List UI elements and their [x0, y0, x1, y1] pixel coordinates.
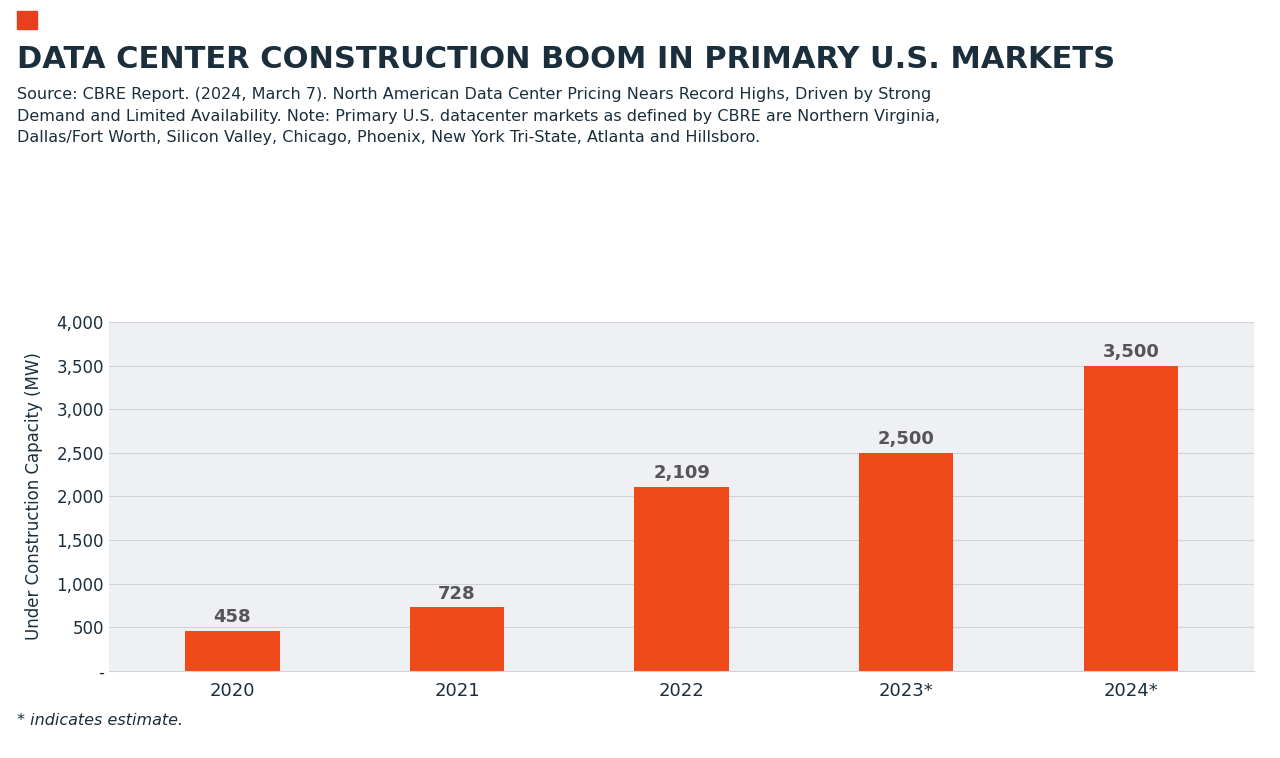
Bar: [1084, 366, 1178, 671]
Text: DATA CENTER CONSTRUCTION BOOM IN PRIMARY U.S. MARKETS: DATA CENTER CONSTRUCTION BOOM IN PRIMARY…: [17, 45, 1115, 74]
Text: 2,109: 2,109: [653, 464, 710, 482]
Y-axis label: Under Construction Capacity (MW): Under Construction Capacity (MW): [24, 352, 42, 641]
Bar: [859, 453, 954, 671]
Text: 728: 728: [438, 584, 476, 603]
Text: 2,500: 2,500: [878, 430, 934, 448]
Text: 458: 458: [214, 608, 251, 626]
Bar: [635, 487, 728, 671]
Text: 3,500: 3,500: [1102, 343, 1160, 361]
Text: Source: CBRE Report. (2024, March 7). North American Data Center Pricing Nears R: Source: CBRE Report. (2024, March 7). No…: [17, 87, 940, 146]
Bar: [186, 631, 279, 671]
Text: * indicates estimate.: * indicates estimate.: [17, 713, 183, 728]
Bar: [410, 607, 504, 671]
